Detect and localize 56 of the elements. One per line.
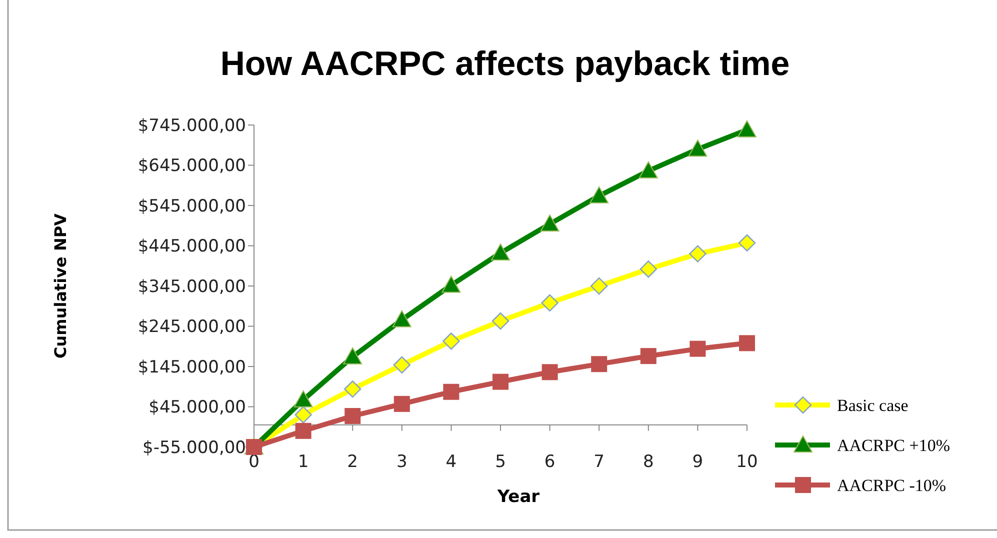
point [491,243,510,260]
point [442,276,461,293]
point [442,332,460,350]
point [738,120,756,138]
y-tick-label: $45.000,00 [148,398,246,418]
point [591,356,608,372]
x-tick-label: 8 [642,452,654,472]
x-axis-title: Year [496,487,540,507]
point [540,214,560,232]
x-tick-label: 1 [298,452,309,472]
x-tick-label: 2 [347,452,358,472]
chart-title: How AACRPC affects payback time [220,45,790,83]
x-tick-label: 6 [544,452,556,472]
point [638,161,658,178]
point [393,356,410,374]
point [738,234,756,252]
point [640,348,656,364]
x-tick-label: 9 [692,452,704,472]
y-tick-label: $245.000,00 [138,317,246,338]
y-tick-label: $345.000,00 [138,276,246,297]
x-tick-label: 0 [248,452,260,472]
y-tick-label: $145.000,00 [138,357,246,378]
point [690,340,706,357]
point [492,374,508,390]
point [343,347,362,364]
legend-label: AACRPC -10% [837,476,946,495]
point [294,390,313,408]
x-tick-label: 5 [495,452,506,472]
point [640,260,657,278]
y-tick-label: $745.000,00 [138,116,246,136]
point [492,312,510,330]
y-tick-label: $645.000,00 [138,156,246,176]
point [590,277,608,295]
point [294,406,312,424]
x-tick-label: 10 [736,452,758,472]
point [542,364,558,380]
point [443,384,460,400]
x-tick-label: 3 [396,452,408,472]
x-tick-label: 4 [446,452,457,472]
point [541,294,558,312]
legend-label: Basic case [837,396,908,415]
y-tick-label: $-55.000,00 [142,438,246,458]
y-axis-title: Cumulative NPV [51,212,70,358]
point [344,408,361,424]
point [590,186,609,204]
x-tick-label: 7 [594,452,605,472]
y-tick-label: $545.000,00 [138,196,246,216]
point [344,380,362,398]
point [739,335,755,352]
legend-label: AACRPC +10% [837,436,950,455]
point [392,310,412,328]
point [688,140,708,157]
point [295,422,312,439]
y-tick-label: $445.000,00 [138,236,246,257]
point [689,245,706,262]
point [394,396,410,412]
